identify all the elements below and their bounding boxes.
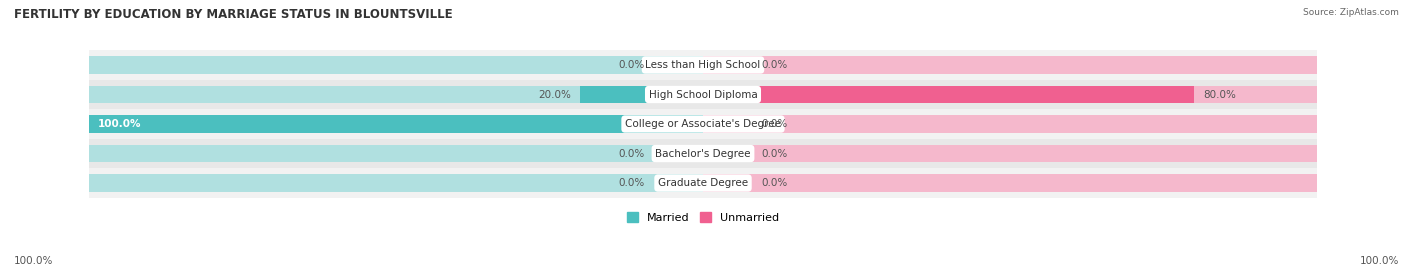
Bar	[703, 56, 1317, 73]
Text: 0.0%: 0.0%	[762, 119, 787, 129]
Bar	[89, 168, 1317, 198]
Text: 80.0%: 80.0%	[1204, 90, 1236, 100]
Text: 20.0%: 20.0%	[538, 90, 571, 100]
Bar	[703, 175, 1317, 192]
Text: 100.0%: 100.0%	[14, 256, 53, 266]
Bar	[89, 115, 703, 133]
Text: 0.0%: 0.0%	[619, 60, 644, 70]
Text: Less than High School: Less than High School	[645, 60, 761, 70]
Bar	[89, 145, 703, 162]
Text: Bachelor's Degree: Bachelor's Degree	[655, 148, 751, 158]
Bar	[89, 175, 703, 192]
Bar	[89, 50, 1317, 80]
Bar	[703, 86, 1195, 103]
Bar	[89, 86, 703, 103]
Bar	[89, 139, 1317, 168]
Text: Source: ZipAtlas.com: Source: ZipAtlas.com	[1303, 8, 1399, 17]
Bar	[703, 115, 1317, 133]
Bar	[89, 115, 703, 133]
Text: 0.0%: 0.0%	[619, 178, 644, 188]
Text: 0.0%: 0.0%	[762, 178, 787, 188]
Legend: Married, Unmarried: Married, Unmarried	[627, 213, 779, 223]
Text: 0.0%: 0.0%	[762, 60, 787, 70]
Bar	[89, 109, 1317, 139]
Bar	[703, 145, 1317, 162]
Text: 100.0%: 100.0%	[98, 119, 142, 129]
Text: 0.0%: 0.0%	[619, 148, 644, 158]
Bar	[89, 56, 703, 73]
Bar	[703, 86, 1317, 103]
Text: Graduate Degree: Graduate Degree	[658, 178, 748, 188]
Text: College or Associate's Degree: College or Associate's Degree	[626, 119, 780, 129]
Bar	[89, 80, 1317, 109]
Text: High School Diploma: High School Diploma	[648, 90, 758, 100]
Bar	[581, 86, 703, 103]
Text: 0.0%: 0.0%	[762, 148, 787, 158]
Text: 100.0%: 100.0%	[1360, 256, 1399, 266]
Text: FERTILITY BY EDUCATION BY MARRIAGE STATUS IN BLOUNTSVILLE: FERTILITY BY EDUCATION BY MARRIAGE STATU…	[14, 8, 453, 21]
